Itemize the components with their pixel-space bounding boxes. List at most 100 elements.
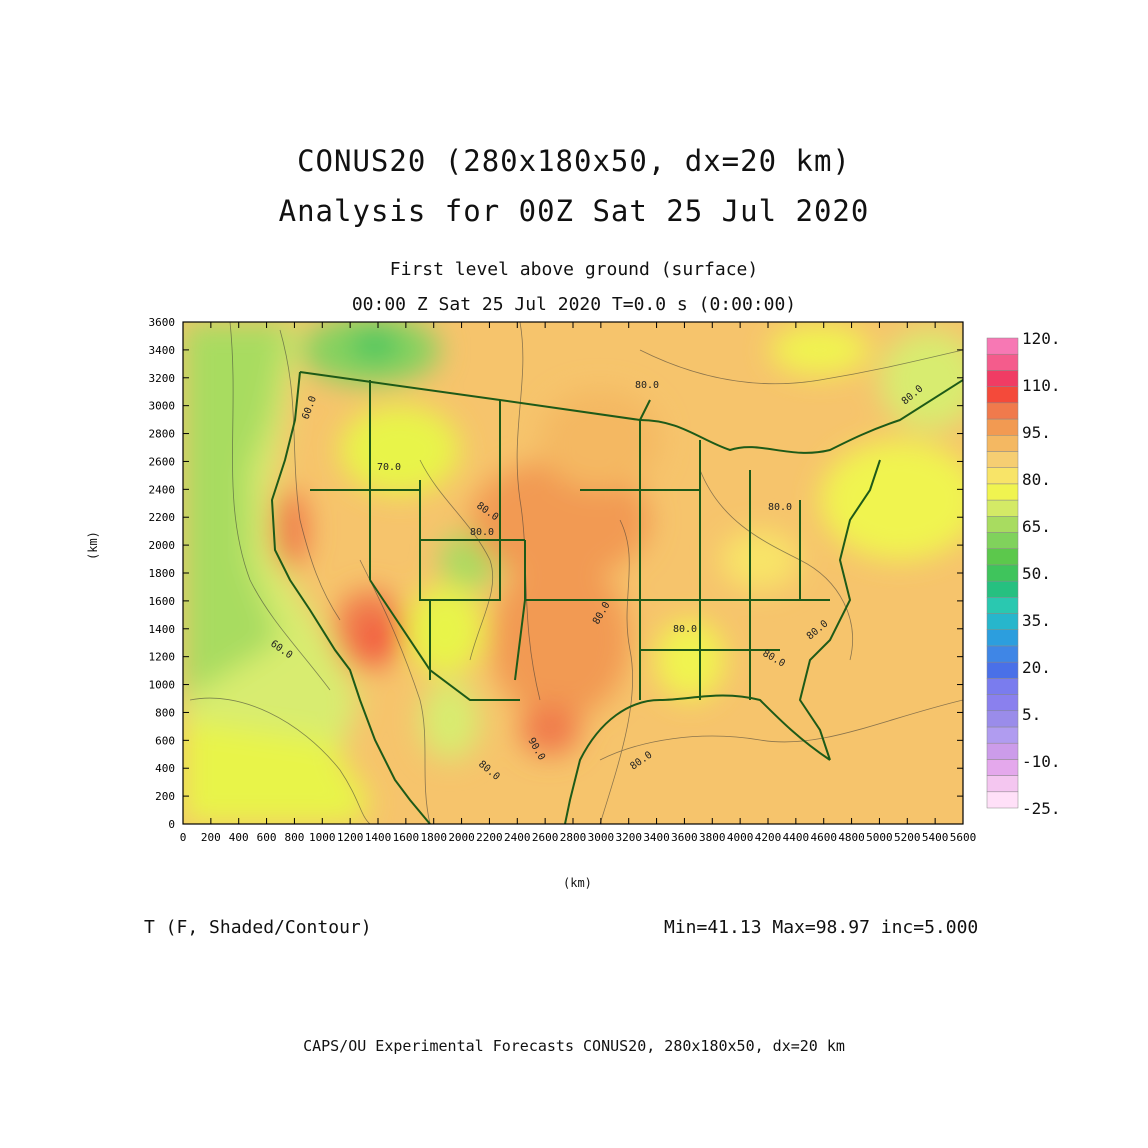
color-bar-swatch (986, 726, 1019, 744)
axis-ticks (182, 321, 964, 825)
color-bar-label: 50. (1022, 564, 1051, 583)
x-tick-label: 3000 (588, 831, 615, 844)
x-tick-label: 4400 (783, 831, 810, 844)
x-tick-label: 2200 (476, 831, 503, 844)
x-tick-label: 3200 (615, 831, 642, 844)
x-tick-label: 4000 (727, 831, 754, 844)
y-tick-label: 800 (155, 706, 175, 719)
color-bar-swatch (986, 775, 1019, 793)
color-bar-label: 80. (1022, 470, 1051, 489)
title-line-2: Analysis for 00Z Sat 25 Jul 2020 (278, 194, 870, 228)
color-bar-label: 65. (1022, 517, 1051, 536)
y-axis-label: (km) (86, 531, 100, 560)
x-tick-label: 2600 (532, 831, 559, 844)
y-tick-label: 1800 (149, 567, 176, 580)
color-bar-label: 95. (1022, 423, 1051, 442)
color-bar-swatch (986, 742, 1019, 760)
subtitle-level: First level above ground (surface) (389, 259, 759, 280)
color-bar-label: 5. (1022, 705, 1041, 724)
y-tick-label: 2800 (149, 428, 176, 441)
color-bar-swatch (986, 451, 1019, 468)
shaded-field (183, 322, 963, 824)
contour-label: 80.0 (673, 624, 697, 635)
x-tick-label: 400 (229, 831, 249, 844)
x-tick-label: 5400 (922, 831, 949, 844)
color-bar (986, 337, 1019, 809)
y-tick-label: 1600 (149, 595, 176, 608)
min-max-label: Min=41.13 Max=98.97 inc=5.000 (664, 917, 979, 938)
color-bar-swatch (986, 370, 1019, 387)
x-tick-label: 1000 (309, 831, 336, 844)
x-tick-label: 2000 (448, 831, 475, 844)
x-tick-label: 1800 (420, 831, 447, 844)
x-tick-label: 3400 (643, 831, 670, 844)
x-tick-label: 2800 (560, 831, 587, 844)
color-bar-swatch (986, 402, 1019, 420)
footer-credit: CAPS/OU Experimental Forecasts CONUS20, … (303, 1037, 845, 1055)
variable-label: T (F, Shaded/Contour) (144, 917, 372, 938)
y-tick-label: 1200 (149, 651, 176, 664)
x-tick-label: 1600 (393, 831, 420, 844)
y-tick-label: 0 (168, 818, 175, 831)
color-bar-swatch (986, 548, 1019, 566)
y-tick-label: 2400 (149, 483, 176, 496)
color-bar-swatch (986, 597, 1019, 614)
color-bar-swatch (986, 353, 1019, 371)
color-bar-swatch (986, 580, 1019, 598)
y-tick-labels: 0 200 400 600 800 1000 1200 1400 1600 1800 2000 220… (149, 316, 176, 831)
color-bar-label: 20. (1022, 658, 1051, 677)
subtitle-time: 00:00 Z Sat 25 Jul 2020 T=0.0 s (0:00:00… (351, 294, 797, 315)
x-tick-label: 5200 (894, 831, 921, 844)
color-bar-swatch (986, 499, 1019, 517)
contour-label: 80.0 (635, 380, 659, 391)
x-tick-label: 200 (201, 831, 221, 844)
color-bar-swatch (986, 516, 1019, 533)
color-bar-label: 35. (1022, 611, 1051, 630)
color-bar-swatch (986, 645, 1019, 663)
contour-label: 80.0 (470, 527, 494, 538)
x-tick-label: 600 (257, 831, 277, 844)
title-line-1: CONUS20 (280x180x50, dx=20 km) (297, 144, 851, 178)
color-bar-swatch (986, 710, 1019, 728)
color-bar-swatch (986, 694, 1019, 712)
color-bar-label: -10. (1022, 752, 1061, 771)
x-tick-labels: 0 200 400 600 800 1000 1200 1400 1600 1800 2000 220… (180, 831, 977, 844)
y-tick-label: 200 (155, 790, 175, 803)
y-tick-label: 3200 (149, 372, 176, 385)
color-bar-label: 120. (1022, 329, 1061, 348)
x-tick-label: 1400 (365, 831, 392, 844)
color-bar-swatch (986, 532, 1019, 549)
color-bar-swatch (986, 434, 1019, 452)
color-bar-swatch (986, 418, 1019, 436)
x-tick-label: 4600 (810, 831, 837, 844)
y-tick-label: 1000 (149, 679, 176, 692)
y-tick-label: 3400 (149, 344, 176, 357)
y-tick-label: 600 (155, 734, 175, 747)
color-bar-swatch (986, 661, 1019, 679)
color-bar-label: 110. (1022, 376, 1061, 395)
color-bar-swatch (986, 613, 1019, 630)
color-bar-swatch (986, 467, 1019, 485)
y-tick-label: 400 (155, 762, 175, 775)
x-tick-label: 4800 (838, 831, 865, 844)
x-tick-label: 3800 (699, 831, 726, 844)
color-bar-swatch (986, 678, 1019, 695)
color-bar-swatch (986, 386, 1019, 404)
color-bar-swatch (986, 791, 1019, 809)
y-tick-label: 3000 (149, 400, 176, 413)
y-tick-label: 1400 (149, 623, 176, 636)
y-tick-label: 2000 (149, 539, 176, 552)
x-tick-label: 5600 (950, 831, 977, 844)
x-tick-label: 800 (284, 831, 304, 844)
color-bar-swatch (986, 483, 1019, 501)
x-tick-label: 0 (180, 831, 187, 844)
x-tick-label: 1200 (337, 831, 364, 844)
y-tick-label: 2200 (149, 511, 176, 524)
y-tick-label: 3600 (149, 316, 176, 329)
contour-label: 70.0 (377, 462, 401, 473)
x-tick-label: 5000 (866, 831, 893, 844)
x-tick-label: 3600 (671, 831, 698, 844)
contour-label: 80.0 (768, 502, 792, 513)
color-bar-swatch (986, 759, 1019, 776)
y-tick-label: 2600 (149, 455, 176, 468)
